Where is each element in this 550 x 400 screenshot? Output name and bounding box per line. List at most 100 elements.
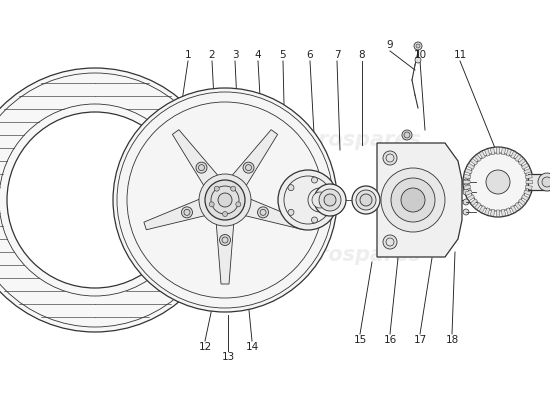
Circle shape — [209, 202, 214, 207]
Polygon shape — [465, 190, 472, 196]
Polygon shape — [519, 199, 526, 206]
Circle shape — [199, 174, 251, 226]
Circle shape — [416, 44, 420, 48]
Polygon shape — [216, 220, 234, 284]
Text: 17: 17 — [414, 335, 427, 345]
Polygon shape — [468, 195, 475, 201]
Circle shape — [383, 235, 397, 249]
Text: 3: 3 — [232, 50, 238, 60]
Text: 13: 13 — [221, 352, 235, 362]
Circle shape — [0, 68, 227, 332]
Circle shape — [542, 177, 550, 187]
Polygon shape — [490, 209, 494, 216]
Circle shape — [404, 132, 410, 138]
Polygon shape — [490, 148, 494, 155]
Polygon shape — [241, 198, 306, 230]
Polygon shape — [496, 210, 500, 216]
Circle shape — [278, 170, 338, 230]
Polygon shape — [468, 163, 475, 169]
Circle shape — [463, 209, 469, 215]
Polygon shape — [519, 158, 526, 165]
Circle shape — [463, 147, 533, 217]
Circle shape — [182, 207, 192, 218]
Polygon shape — [506, 149, 512, 156]
Polygon shape — [377, 143, 462, 257]
Polygon shape — [479, 151, 485, 158]
Text: 16: 16 — [383, 335, 397, 345]
Circle shape — [113, 88, 337, 312]
Circle shape — [463, 199, 469, 205]
Circle shape — [414, 42, 422, 50]
Polygon shape — [464, 180, 470, 184]
Circle shape — [231, 186, 236, 191]
Text: 9: 9 — [387, 40, 393, 50]
Circle shape — [402, 130, 412, 140]
Polygon shape — [526, 180, 532, 184]
Circle shape — [383, 151, 397, 165]
Circle shape — [7, 112, 183, 288]
Polygon shape — [475, 202, 481, 210]
Circle shape — [308, 188, 332, 212]
Polygon shape — [470, 199, 477, 206]
Text: 8: 8 — [359, 50, 365, 60]
Circle shape — [288, 185, 294, 191]
Circle shape — [319, 189, 341, 211]
Circle shape — [415, 57, 421, 63]
Text: 2: 2 — [208, 50, 215, 60]
Circle shape — [205, 180, 245, 220]
Polygon shape — [524, 168, 531, 174]
Text: 4: 4 — [255, 50, 261, 60]
Text: eurospares: eurospares — [54, 130, 186, 150]
Text: 14: 14 — [245, 342, 258, 352]
Polygon shape — [506, 208, 512, 215]
Polygon shape — [502, 209, 506, 216]
Circle shape — [463, 179, 469, 185]
Circle shape — [381, 168, 445, 232]
Polygon shape — [465, 168, 472, 174]
Circle shape — [401, 188, 425, 212]
Circle shape — [391, 178, 435, 222]
Text: eurospares: eurospares — [289, 245, 421, 265]
Circle shape — [538, 173, 550, 191]
Circle shape — [257, 207, 268, 218]
Circle shape — [219, 234, 230, 246]
Circle shape — [218, 193, 232, 207]
Circle shape — [236, 202, 241, 207]
Text: 10: 10 — [414, 50, 427, 60]
Text: 15: 15 — [353, 335, 367, 345]
Polygon shape — [475, 154, 481, 162]
Circle shape — [486, 170, 510, 194]
Polygon shape — [515, 202, 521, 210]
Text: 12: 12 — [199, 342, 212, 352]
Polygon shape — [144, 198, 209, 230]
Circle shape — [463, 189, 469, 195]
Circle shape — [223, 212, 228, 216]
Polygon shape — [464, 186, 471, 190]
Text: eurospares: eurospares — [289, 130, 421, 150]
Text: 6: 6 — [307, 50, 314, 60]
Polygon shape — [525, 186, 532, 190]
Text: 18: 18 — [446, 335, 459, 345]
Circle shape — [311, 177, 317, 183]
Polygon shape — [485, 149, 490, 156]
Polygon shape — [496, 148, 500, 154]
Circle shape — [288, 209, 294, 215]
Polygon shape — [485, 208, 490, 215]
Text: eurospares: eurospares — [54, 245, 186, 265]
Bar — [528, 174, 550, 190]
Circle shape — [356, 190, 376, 210]
Polygon shape — [511, 206, 517, 213]
Polygon shape — [470, 158, 477, 165]
Text: 1: 1 — [185, 50, 191, 60]
Polygon shape — [521, 163, 529, 169]
Circle shape — [324, 194, 336, 206]
Circle shape — [196, 162, 207, 173]
Polygon shape — [515, 154, 521, 162]
Text: 7: 7 — [334, 50, 340, 60]
Circle shape — [214, 186, 219, 191]
Polygon shape — [229, 130, 278, 189]
Polygon shape — [511, 151, 517, 158]
Circle shape — [360, 194, 372, 206]
Polygon shape — [525, 174, 532, 178]
Polygon shape — [524, 190, 531, 196]
